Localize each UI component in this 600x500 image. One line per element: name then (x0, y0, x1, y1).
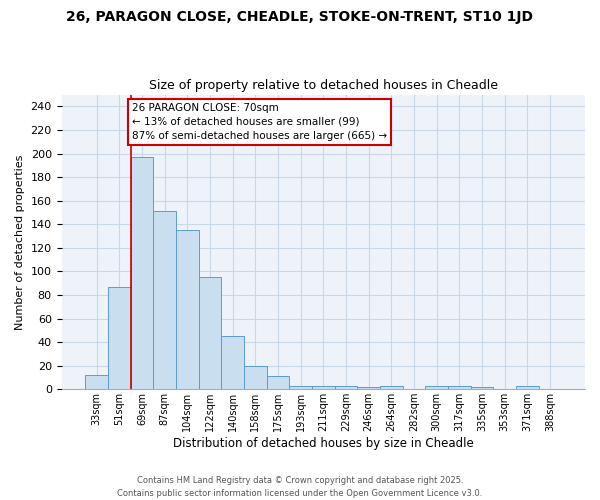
Bar (108, 286, 131, 390)
Bar (425, 386, 448, 390)
Bar (357, 387, 380, 390)
Bar (176, 230, 199, 390)
Bar (131, 157, 154, 390)
Bar (199, 278, 221, 390)
Bar (85, 375, 108, 390)
Text: 26 PARAGON CLOSE: 70sqm
← 13% of detached houses are smaller (99)
87% of semi-de: 26 PARAGON CLOSE: 70sqm ← 13% of detache… (132, 103, 387, 141)
Text: Contains HM Land Registry data © Crown copyright and database right 2025.
Contai: Contains HM Land Registry data © Crown c… (118, 476, 482, 498)
Bar (380, 386, 403, 390)
X-axis label: Distribution of detached houses by size in Cheadle: Distribution of detached houses by size … (173, 437, 473, 450)
Bar (289, 386, 312, 390)
Title: Size of property relative to detached houses in Cheadle: Size of property relative to detached ho… (149, 79, 498, 92)
Bar (516, 386, 539, 390)
Bar (335, 386, 357, 390)
Bar (266, 376, 289, 390)
Bar (312, 386, 335, 390)
Bar (244, 366, 266, 390)
Bar (470, 387, 493, 390)
Y-axis label: Number of detached properties: Number of detached properties (15, 154, 25, 330)
Bar (448, 386, 470, 390)
Bar (154, 212, 176, 390)
Text: 26, PARAGON CLOSE, CHEADLE, STOKE-ON-TRENT, ST10 1JD: 26, PARAGON CLOSE, CHEADLE, STOKE-ON-TRE… (67, 10, 533, 24)
Bar (221, 336, 244, 390)
